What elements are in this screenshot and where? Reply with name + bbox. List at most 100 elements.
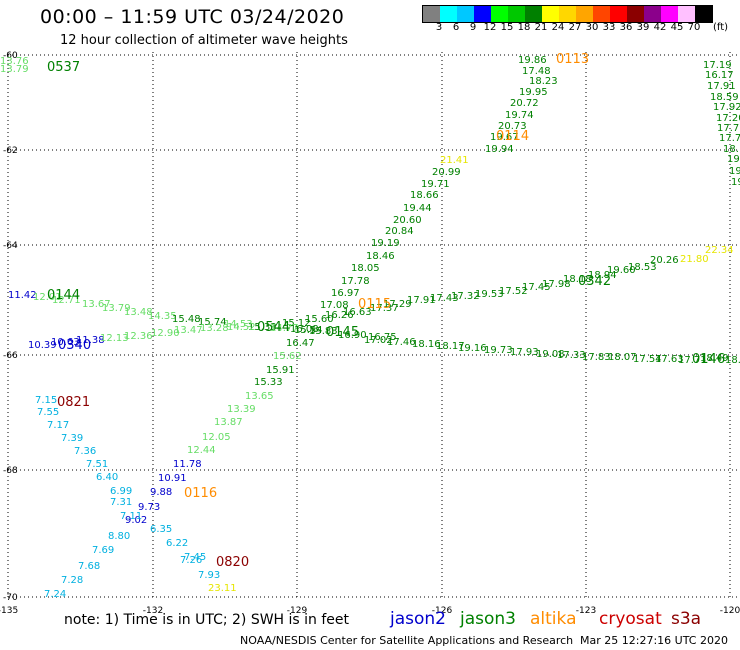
latitude-label: -64 (3, 241, 18, 251)
wave-height-point: 17.02 (364, 335, 393, 346)
wave-height-point: 20.99 (432, 167, 461, 178)
wave-height-point: 13.79 (0, 64, 29, 75)
wave-height-point: 17.71 (678, 355, 707, 366)
wave-height-point: 19.60 (607, 265, 636, 276)
wave-height-point: 19.94 (485, 144, 514, 155)
wave-height-point: 19.19 (371, 238, 400, 249)
wave-height-point: 12.44 (187, 445, 216, 456)
wave-height-point: 13.87 (214, 417, 243, 428)
wave-height-point: 9.02 (125, 515, 147, 526)
latitude-label: -68 (3, 466, 18, 476)
longitude-label: -132 (143, 606, 163, 616)
color-scale-tick: 70 (687, 22, 701, 33)
longitude-label: -135 (0, 606, 18, 616)
wave-height-point: 18.53 (628, 262, 657, 273)
wave-height-point: 19 (729, 166, 740, 177)
wave-height-point: 6.99 (110, 486, 132, 497)
wave-height-point: 18.59 (710, 92, 739, 103)
wave-height-point: 7.28 (61, 575, 83, 586)
pass-time-label: 0821 (57, 395, 90, 410)
pass-time-label: 0342 (578, 274, 611, 289)
wave-height-point: 17.46 (387, 337, 416, 348)
wave-height-point: 12.01 (33, 292, 62, 303)
wave-height-point: 12.05 (202, 432, 231, 443)
wave-height-point: 10.39 (28, 340, 57, 351)
color-swatch (491, 6, 508, 22)
longitude-label: -129 (287, 606, 308, 616)
wave-height-point: 15.74 (198, 317, 227, 328)
wave-height-point: 9.88 (150, 487, 172, 498)
wave-height-point: 15.62 (273, 351, 302, 362)
wave-height-point: 12.36 (124, 331, 153, 342)
wave-height-point: 15.33 (248, 322, 277, 333)
longitude-label: -123 (576, 606, 596, 616)
wave-height-point: 7.51 (86, 459, 108, 470)
color-swatch (457, 6, 474, 22)
wave-height-point: 13.48 (124, 307, 153, 318)
pass-time-label: 0340 (58, 338, 91, 353)
satellite-legend-altika: altika (530, 609, 577, 629)
wave-height-point: 19.86 (518, 55, 547, 66)
wave-height-point: 20.72 (510, 98, 539, 109)
wave-height-point: 19 (727, 154, 740, 165)
wave-height-point: 21.80 (680, 254, 709, 265)
wave-height-point: 7.39 (61, 433, 83, 444)
color-swatch (423, 6, 440, 22)
wave-height-point: 19.71 (421, 179, 450, 190)
pass-time-label: 0145 (326, 325, 359, 340)
color-swatch (576, 6, 593, 22)
axis-labels: -135 -132 -129 -126 -123 -120 -60 -62 -64 -66 -68 -… (0, 51, 740, 616)
color-scale-tick: 42 (653, 22, 667, 33)
wave-height-point: 22.34 (705, 245, 734, 256)
wave-height-point: 20.73 (498, 121, 527, 132)
wave-height-point: 18.07 (608, 352, 637, 363)
wave-height-point: 15.48 (172, 314, 201, 325)
wave-height-point: 14.53 (224, 319, 253, 330)
wave-height-point: 13.79 (102, 303, 131, 314)
wave-height-point: 16.97 (331, 288, 360, 299)
color-swatch (542, 6, 559, 22)
wave-height-point: 14.77 (270, 323, 299, 334)
wave-height-point: 15.83 (309, 326, 338, 337)
satellite-legend-s3a: s3a (671, 609, 702, 629)
wave-height-point: 18.94 (588, 270, 617, 281)
color-scale-tick: 27 (568, 22, 582, 33)
color-swatch (440, 6, 457, 22)
color-scale-tick: 30 (585, 22, 599, 33)
satellite-legend-jason3: jason3 (460, 609, 516, 629)
color-swatch (610, 6, 627, 22)
color-scale-labels: 3 6 9 12 15 18 21 24 27 30 33 36 39 42 45 70 (ft) (422, 22, 740, 34)
wave-height-point: 7.26 (180, 555, 202, 566)
footer-note: note: 1) Time is in UTC; 2) SWH is in fe… (64, 612, 350, 628)
wave-height-point: 13.67 (82, 299, 111, 310)
pass-time-label: 0820 (216, 555, 249, 570)
wave-height-point: 15.54 (294, 325, 323, 336)
wave-height-point: 18. (723, 144, 739, 155)
wave-height-point: 11.78 (173, 459, 202, 470)
wave-height-point: 19.67 (490, 132, 519, 143)
wave-height-point: 13.28 (200, 323, 229, 334)
wave-height-point: 8.80 (108, 531, 130, 542)
wave-height-point: 17.52 (499, 286, 528, 297)
wave-height-point: 13.47 (174, 325, 203, 336)
wave-height-point: 17.93 (510, 347, 539, 358)
pass-time-label: 0113 (556, 52, 589, 67)
wave-height-point: 13.39 (227, 404, 256, 415)
wave-height-point: 17.32 (451, 291, 480, 302)
wave-height-point: 20.84 (385, 226, 414, 237)
wave-height-point: 17.83 (582, 352, 611, 363)
wave-height-points: 13.7613.7919.8617.4818.2319.9520.7219.74… (0, 55, 740, 600)
wave-height-point: 15.12 (282, 318, 311, 329)
wave-height-point: 7.31 (110, 497, 132, 508)
wave-height-point: 15.33 (254, 377, 283, 388)
wave-height-point: 17.63 (655, 354, 684, 365)
color-swatch (593, 6, 610, 22)
color-scale-bar (422, 5, 713, 23)
credit-line: NOAA/NESDIS Center for Satellite Applica… (240, 634, 574, 647)
wave-height-point: 7.17 (47, 420, 69, 431)
wave-height-point: 18.18 (563, 274, 592, 285)
wave-height-point: 7.15 (35, 395, 57, 406)
wave-height-point: 16.63 (343, 307, 372, 318)
